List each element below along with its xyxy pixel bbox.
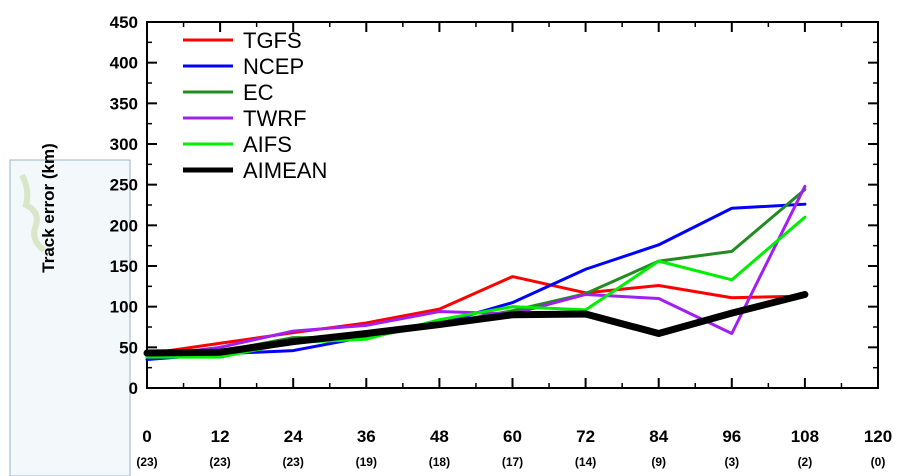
x-tick-label: 108	[791, 427, 819, 446]
y-tick-label: 100	[110, 298, 138, 317]
legend-label-twrf: TWRF	[243, 106, 307, 131]
x-sample-count: (23)	[136, 455, 157, 469]
x-tick-label: 0	[142, 427, 151, 446]
x-axis-ticks: 0 (23) 12 (23) 24 (23) 36 (19) 48 (18) 60 (17) 72 (14…	[136, 22, 892, 469]
x-sample-count: (19)	[356, 455, 377, 469]
series-lines	[143, 184, 809, 362]
y-tick-label: 300	[110, 135, 138, 154]
legend-label-ncep: NCEP	[243, 54, 304, 79]
x-tick-label: 60	[503, 427, 522, 446]
y-tick-label: 450	[110, 13, 138, 32]
x-tick-label: 12	[211, 427, 230, 446]
x-sample-count: (23)	[209, 455, 230, 469]
x-tick-label: 36	[357, 427, 376, 446]
x-sample-count: (9)	[651, 455, 666, 469]
x-tick-label: 48	[430, 427, 449, 446]
series-line-twrf	[145, 184, 807, 358]
legend-label-ec: EC	[243, 80, 274, 105]
series-line-aimean	[143, 290, 809, 357]
legend-label-tgfs: TGFS	[243, 28, 302, 53]
x-sample-count: (14)	[575, 455, 596, 469]
y-tick-label: 0	[129, 379, 138, 398]
y-tick-label: 400	[110, 54, 138, 73]
y-tick-label: 150	[110, 257, 138, 276]
y-tick-label: 200	[110, 216, 138, 235]
y-tick-label: 350	[110, 94, 138, 113]
x-sample-count: (23)	[283, 455, 304, 469]
x-tick-label: 72	[576, 427, 595, 446]
series-line-aifs	[145, 215, 807, 359]
series-line-ncep	[145, 202, 807, 362]
x-sample-count: (17)	[502, 455, 523, 469]
y-axis-label: Track error (km)	[39, 143, 58, 272]
legend-label-aifs: AIFS	[243, 132, 292, 157]
x-sample-count: (0)	[871, 455, 886, 469]
y-tick-label: 250	[110, 176, 138, 195]
x-tick-label: 120	[864, 427, 892, 446]
x-tick-label: 24	[284, 427, 303, 446]
x-tick-label: 84	[649, 427, 668, 446]
x-tick-label: 96	[722, 427, 741, 446]
y-axis-ticks: 0 50 100 150 200 250 300 350 400 450	[110, 13, 878, 398]
x-sample-count: (2)	[798, 455, 813, 469]
x-sample-count: (3)	[724, 455, 739, 469]
y-tick-label: 50	[119, 338, 138, 357]
legend-label-aimean: AIMEAN	[243, 158, 327, 183]
x-sample-count: (18)	[429, 455, 450, 469]
